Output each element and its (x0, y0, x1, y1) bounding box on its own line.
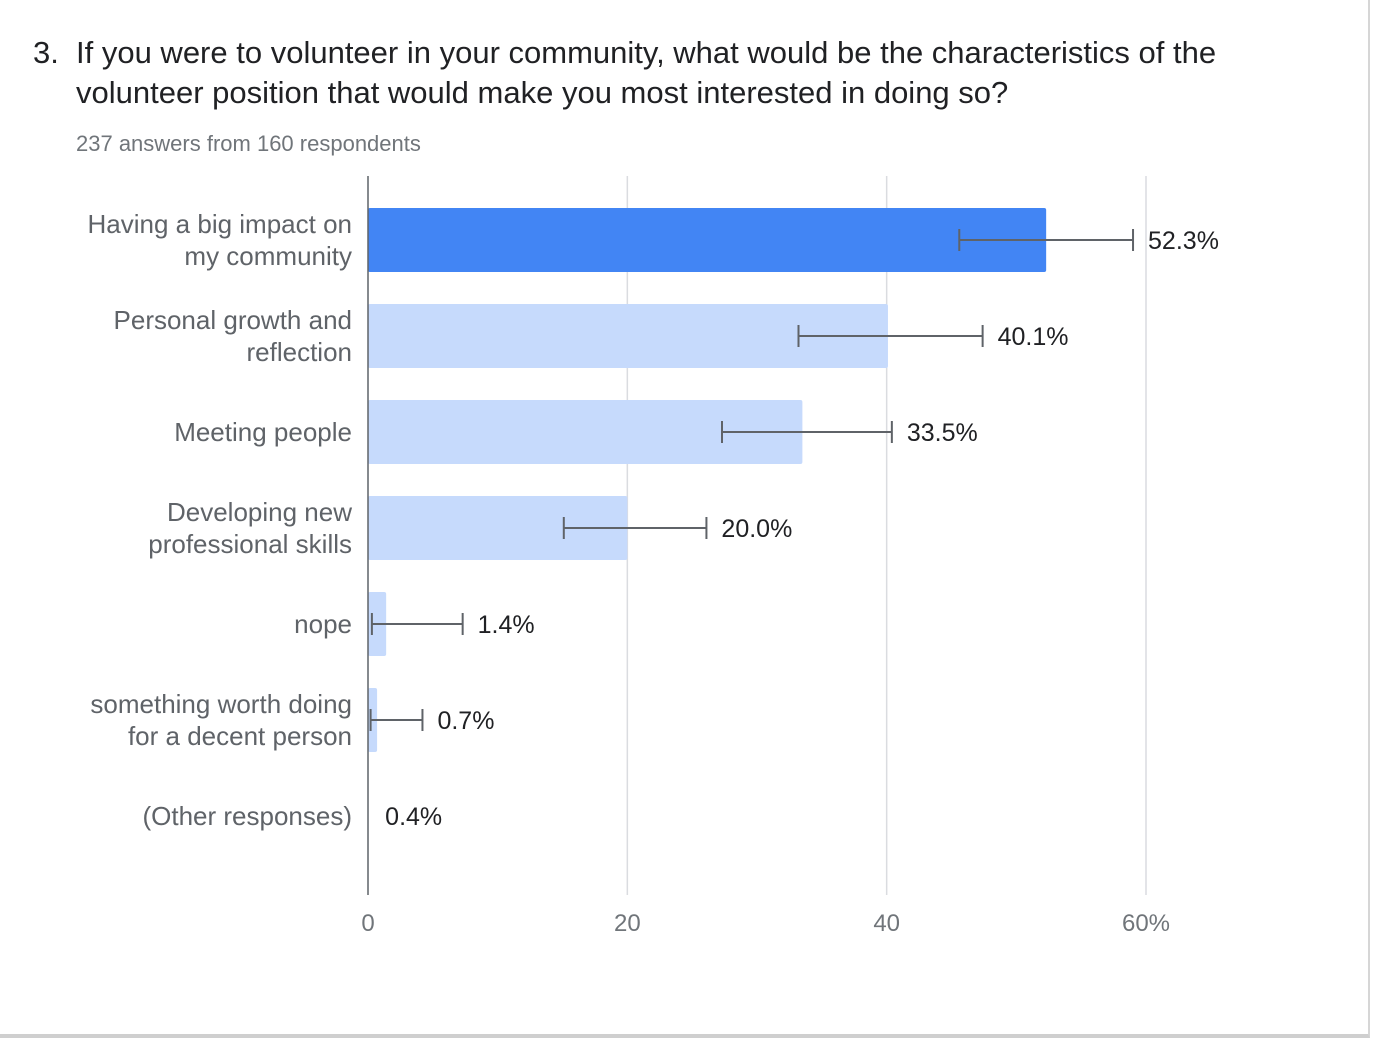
data-label: 0.4% (385, 803, 442, 831)
question-title: If you were to volunteer in your communi… (76, 35, 1217, 110)
response-summary: 237 answers from 160 respondents (76, 131, 421, 156)
category-label: (Other responses) (142, 801, 352, 831)
data-label: 0.7% (437, 707, 494, 735)
data-label: 52.3% (1148, 227, 1219, 255)
category-label: reflection (247, 337, 353, 367)
data-label: 20.0% (721, 515, 792, 543)
category-label: Meeting people (174, 417, 352, 447)
category-label: Having a big impact on (88, 209, 352, 239)
bar (368, 400, 803, 464)
category-label: something worth doing (90, 689, 352, 719)
bar (368, 208, 1047, 272)
category-label: Personal growth and (114, 305, 352, 335)
x-tick-label: 40 (873, 910, 900, 937)
category-label: nope (294, 609, 352, 639)
category-label: Developing new (167, 497, 352, 527)
data-label: 1.4% (478, 611, 535, 639)
data-label: 33.5% (907, 419, 978, 447)
category-label: professional skills (148, 529, 352, 559)
x-tick-label: 60% (1122, 910, 1170, 937)
category-label: for a decent person (128, 721, 352, 751)
x-tick-label: 20 (614, 910, 641, 937)
bar (368, 304, 888, 368)
x-tick-label: 0 (361, 910, 374, 937)
question-number: 3. (33, 35, 59, 70)
category-label: my community (184, 241, 352, 271)
data-label: 40.1% (998, 323, 1069, 351)
bar (368, 496, 628, 560)
